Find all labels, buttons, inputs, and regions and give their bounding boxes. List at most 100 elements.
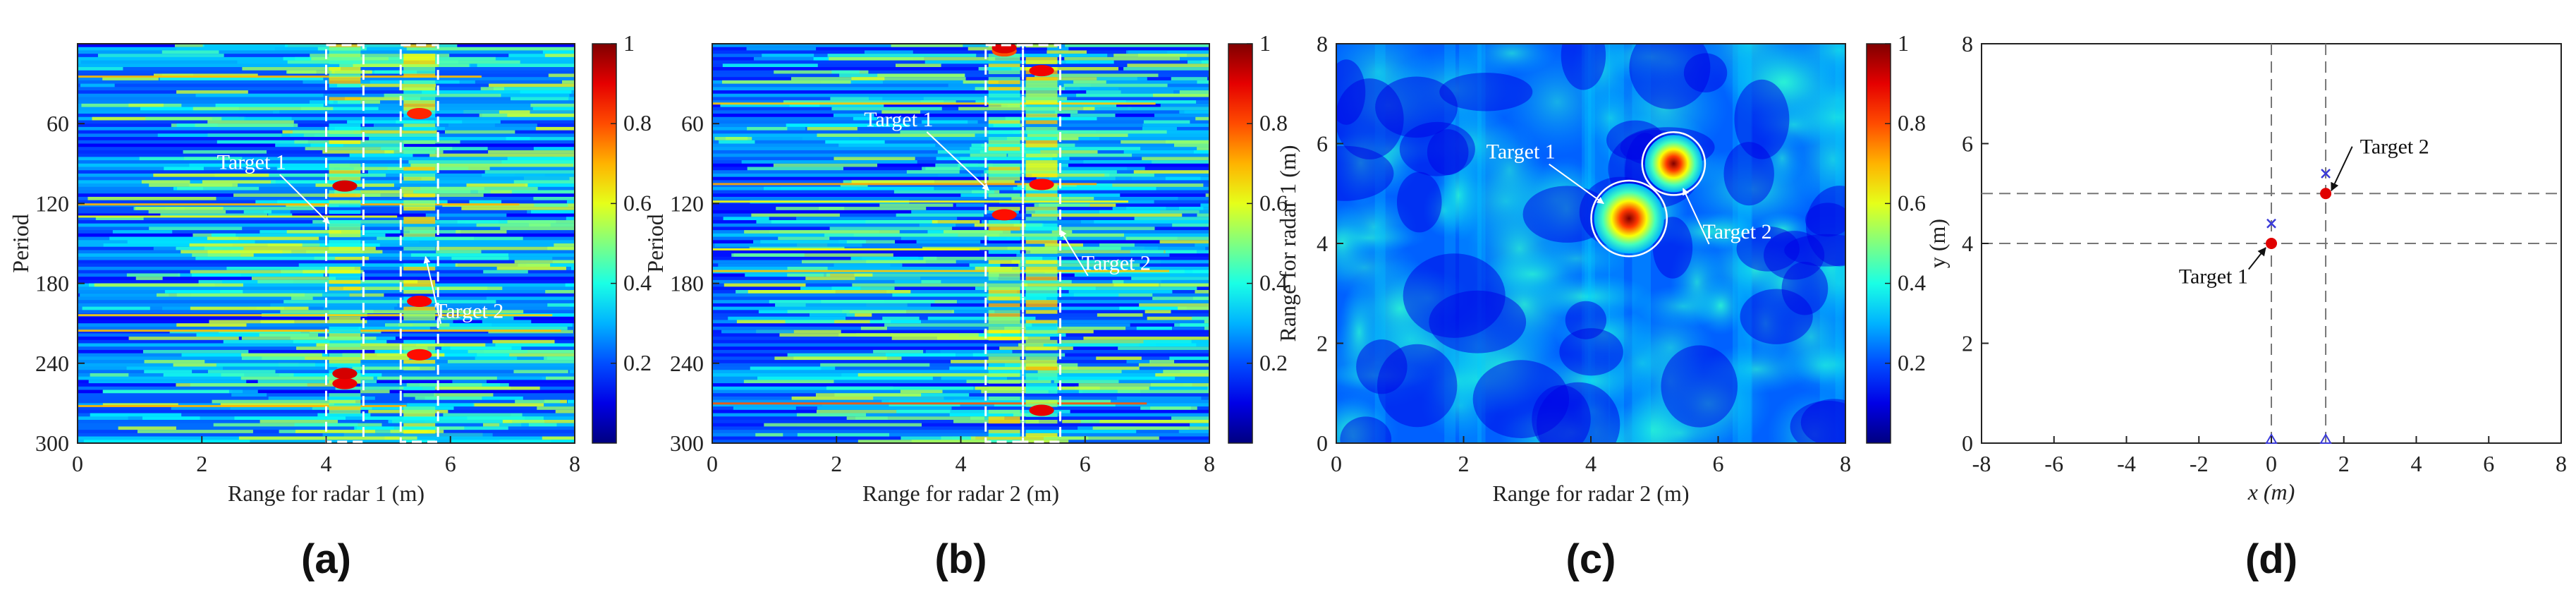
heatmap-streak [1016, 253, 1170, 258]
heatmap-target-cell [1025, 293, 1058, 298]
heatmap-target-cell [329, 316, 361, 321]
heatmap-streak [1078, 383, 1192, 387]
heatmap-target-cell [329, 286, 361, 291]
heatmap-streak [829, 56, 996, 61]
heatmap-target-cell [403, 283, 436, 287]
heatmap-streak [1121, 90, 1209, 95]
colorbar-tick-label: 0.8 [1898, 110, 1926, 135]
heatmap-target-cell [329, 360, 361, 364]
heatmap-target-cell [329, 393, 361, 397]
heatmap-streak [884, 323, 1032, 327]
heatmap-streak [467, 416, 544, 421]
heatmap-streak [838, 143, 936, 147]
heatmap-streak [102, 389, 243, 394]
x-tick-label: 4 [1585, 451, 1597, 476]
heatmap-streak [860, 326, 887, 331]
heatmap-target-cell [1025, 399, 1058, 404]
heatmap-streak [290, 133, 439, 138]
heatmap-row [712, 339, 1209, 344]
heatmap-target-cell [1025, 290, 1058, 294]
heatmap-row [78, 120, 575, 124]
heatmap-streak [80, 293, 169, 298]
heatmap-streak [434, 393, 494, 397]
heatmap-target-cell [1025, 376, 1058, 380]
heatmap-streak [820, 363, 930, 368]
heatmap-streak [384, 93, 501, 98]
heatmap-streak [413, 190, 491, 194]
heatmap-streak [834, 263, 903, 267]
heatmap-streak [1131, 277, 1209, 281]
heatmap-dark-blob [1652, 217, 1693, 279]
heatmap-streak [1142, 157, 1209, 161]
heatmap-streak [482, 173, 545, 178]
heatmap-streak [510, 97, 575, 101]
heatmap-row [78, 213, 575, 217]
heatmap-streak [923, 256, 1043, 261]
heatmap-streak [1123, 150, 1209, 155]
heatmap-target-cell [403, 56, 436, 61]
heatmap-streak [466, 183, 528, 188]
heatmap-streak [171, 406, 312, 411]
heatmap-streak [1078, 389, 1141, 394]
heatmap-streak [1061, 339, 1192, 344]
colorbar-tick-label: 1 [623, 30, 635, 56]
heatmap-streak [238, 436, 399, 440]
heatmap-streak [419, 60, 520, 64]
heatmap-streak [714, 243, 862, 248]
heatmap-streak [286, 230, 341, 234]
heatmap-row [712, 176, 1209, 181]
heatmap-streak [1121, 246, 1206, 251]
heatmap-b [712, 44, 1209, 443]
heatmap-streak [1121, 260, 1209, 264]
heatmap-streak [855, 277, 999, 281]
heatmap-bright-line [78, 203, 520, 206]
heatmap-streak [1099, 243, 1135, 248]
heatmap-row [712, 140, 1209, 145]
heatmap-streak [1179, 90, 1209, 95]
heatmap-streak [919, 223, 956, 228]
heatmap-streak [537, 406, 575, 411]
heatmap-streak [514, 260, 575, 264]
heatmap-streak [1034, 203, 1090, 207]
heatmap-target-cell [329, 240, 361, 244]
heatmap-target-cell [329, 363, 361, 368]
heatmap-streak [831, 107, 942, 111]
heatmap-streak [853, 116, 877, 121]
heatmap-dark-blob [1403, 253, 1506, 338]
heatmap-target-cell [1025, 143, 1058, 147]
heatmap-target-cell [403, 126, 436, 131]
heatmap-streak [531, 210, 575, 215]
heatmap-streak [169, 330, 301, 334]
heatmap-streak [1030, 250, 1197, 254]
heatmap-target-cell [329, 326, 361, 331]
heatmap-target-cell [403, 413, 436, 417]
y-tick-label: 300 [670, 430, 704, 456]
heatmap-streak [109, 236, 239, 241]
heatmap-streak [1152, 93, 1209, 98]
target-ring [1641, 131, 1707, 196]
heatmap-target-cell [403, 360, 436, 364]
heatmap-streak [869, 320, 922, 324]
heatmap-row [712, 430, 1209, 434]
heatmap-target-cell [403, 236, 436, 241]
heatmap-streak [489, 83, 575, 87]
heatmap-streak [135, 207, 224, 211]
heatmap-streak [207, 250, 283, 254]
heatmap-streak [951, 360, 1057, 364]
heatmap-target-cell [988, 277, 1020, 281]
heatmap-streak [493, 87, 575, 91]
heatmap-streak [354, 426, 394, 430]
heatmap-streak [1041, 100, 1197, 104]
heatmap-hot-cell [991, 209, 1017, 221]
heatmap-streak [1174, 143, 1209, 147]
heatmap-streak [226, 267, 355, 271]
heatmap-row [712, 47, 1209, 52]
heatmap-c [1336, 44, 1845, 443]
y-tick-label: 0 [1962, 430, 1973, 456]
heatmap-target-cell [988, 326, 1020, 331]
heatmap-target-cell [1025, 190, 1058, 194]
heatmap-target-cell [1025, 373, 1058, 378]
heatmap-streak [1133, 170, 1209, 174]
heatmap-target-cell [329, 396, 361, 401]
heatmap-streak [817, 406, 952, 411]
